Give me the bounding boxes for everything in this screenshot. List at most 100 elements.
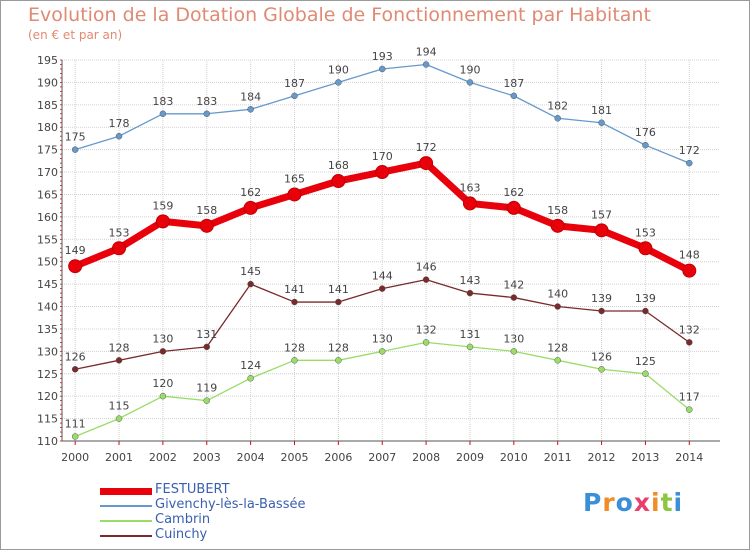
data-label: 124: [240, 359, 261, 372]
y-tick-label: 190: [37, 76, 58, 89]
data-label: 117: [679, 391, 700, 404]
x-tick-label: 2007: [368, 451, 396, 464]
y-tick-label: 155: [37, 233, 58, 246]
data-point: [287, 187, 302, 202]
data-label: 149: [65, 244, 86, 257]
data-label: 141: [284, 283, 305, 296]
data-label: 194: [416, 45, 437, 58]
data-point: [203, 397, 211, 404]
data-label: 181: [591, 104, 612, 117]
y-tick-label: 180: [37, 121, 58, 134]
data-label: 120: [152, 377, 173, 390]
legend-label: Cuinchy: [155, 527, 208, 542]
logo-letter: t: [660, 488, 674, 517]
data-label: 128: [547, 341, 568, 354]
x-tick-label: 2011: [544, 451, 572, 464]
data-point: [686, 159, 693, 167]
data-point: [466, 343, 474, 351]
x-tick-label: 2005: [280, 451, 308, 464]
data-label: 141: [328, 283, 349, 296]
x-tick-label: 2010: [500, 451, 528, 464]
data-label: 139: [591, 292, 612, 305]
data-point: [466, 289, 474, 297]
data-label: 146: [416, 261, 437, 274]
data-point: [419, 156, 434, 171]
data-point: [554, 115, 561, 122]
data-point: [115, 357, 123, 364]
plot-area: [62, 60, 720, 441]
data-point: [112, 241, 127, 256]
legend-swatch: [100, 535, 152, 537]
data-label: 176: [635, 126, 656, 139]
data-label: 158: [196, 204, 217, 217]
data-label: 148: [679, 249, 700, 262]
data-point: [247, 106, 254, 113]
data-label: 139: [635, 292, 656, 305]
data-label: 153: [109, 226, 130, 239]
data-point: [115, 132, 123, 140]
y-tick-label: 165: [37, 188, 58, 201]
data-label: 132: [679, 323, 700, 336]
data-label: 115: [109, 400, 130, 413]
y-tick-label: 135: [37, 323, 58, 336]
x-tick-label: 2006: [324, 451, 352, 464]
data-point: [335, 79, 342, 86]
data-point: [462, 196, 477, 211]
y-tick-label: 115: [37, 413, 58, 426]
data-label: 126: [65, 350, 86, 363]
data-point: [203, 110, 211, 118]
data-point: [199, 218, 214, 233]
x-tick-label: 2013: [631, 451, 659, 464]
data-point: [71, 366, 79, 373]
data-label: 175: [65, 131, 86, 144]
data-point: [422, 276, 430, 283]
data-label: 157: [591, 208, 612, 221]
data-point: [510, 348, 518, 355]
data-point: [642, 141, 649, 149]
x-tick-label: 2001: [105, 451, 133, 464]
data-point: [554, 357, 561, 364]
data-label: 140: [547, 288, 568, 301]
x-tick-label: 2009: [456, 451, 484, 464]
data-point: [68, 259, 83, 274]
data-label: 163: [459, 181, 480, 194]
data-point: [510, 294, 518, 301]
data-label: 193: [372, 50, 393, 63]
data-label: 125: [635, 355, 656, 368]
line-chart: 110 115 120 125 130 135 140 145 150 155 160 165 170 1…: [37, 45, 720, 464]
x-tick-label: 2012: [588, 451, 616, 464]
data-point: [159, 392, 167, 400]
data-label: 126: [591, 350, 612, 363]
data-label: 190: [459, 63, 480, 76]
data-label: 183: [196, 95, 217, 108]
data-point: [422, 61, 430, 68]
data-label: 131: [196, 328, 217, 341]
data-label: 142: [503, 279, 524, 292]
data-point: [247, 280, 254, 288]
data-label: 130: [152, 332, 173, 345]
data-label: 172: [416, 141, 437, 154]
data-label: 131: [459, 328, 480, 341]
data-point: [598, 119, 605, 127]
data-label: 170: [372, 150, 393, 163]
data-point: [550, 218, 565, 233]
data-point: [506, 200, 521, 215]
data-label: 128: [328, 341, 349, 354]
y-tick-label: 150: [37, 256, 58, 269]
data-point: [375, 165, 390, 180]
y-tick-label: 185: [37, 99, 58, 112]
legend-label: FESTUBERT: [155, 482, 230, 497]
data-point: [247, 374, 254, 382]
data-label: 144: [372, 270, 393, 283]
data-point: [115, 415, 123, 422]
data-label: 128: [284, 341, 305, 354]
data-label: 128: [109, 341, 130, 354]
legend-swatch: [100, 520, 152, 522]
data-point: [335, 298, 342, 306]
x-tick-label: 2008: [412, 451, 440, 464]
data-point: [155, 214, 170, 229]
data-point: [554, 303, 561, 310]
data-point: [594, 223, 609, 238]
data-point: [422, 339, 430, 346]
data-label: 178: [109, 117, 130, 130]
